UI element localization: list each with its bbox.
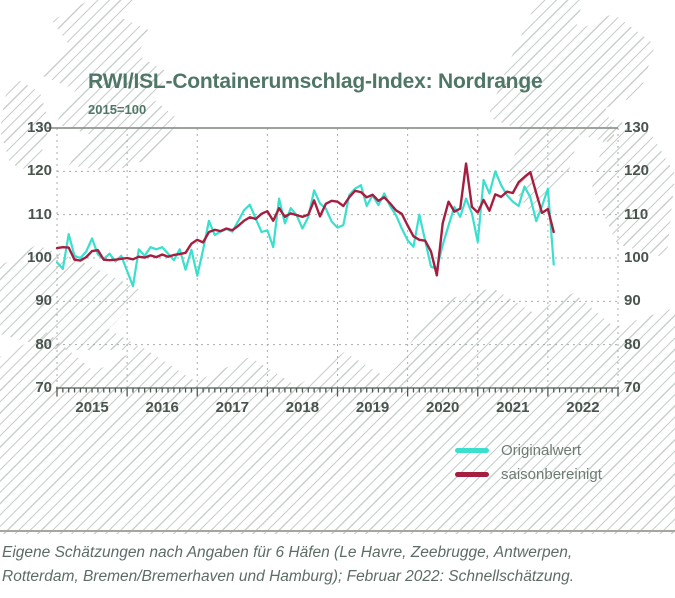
footer-divider (0, 530, 675, 532)
y-tick-label: 80 (35, 335, 52, 353)
y-tick-label: 120 (624, 162, 650, 180)
plot-svg (47, 127, 619, 397)
series-line-saisonbereinigt (55, 162, 555, 277)
legend-item-originalwert: Originalwert (455, 438, 602, 462)
x-year-label: 2021 (496, 399, 530, 416)
x-year-label: 2020 (426, 399, 460, 416)
legend-swatch-0 (455, 447, 489, 453)
x-year-label: 2019 (355, 399, 390, 416)
x-year-label: 2017 (215, 399, 249, 416)
y-tick-label: 70 (624, 379, 641, 396)
y-tick-label: 130 (624, 119, 650, 136)
y-tick-label: 70 (35, 379, 52, 396)
y-tick-label: 110 (27, 205, 52, 223)
x-year-label: 2015 (75, 399, 109, 416)
y-tick-label: 90 (35, 292, 52, 310)
legend-item-saisonbereinigt: saisonbereinigt (455, 462, 602, 486)
y-tick-label: 100 (624, 249, 650, 266)
legend-label: saisonbereinigt (501, 465, 602, 483)
legend-label: Originalwert (501, 441, 582, 459)
chart-subtitle: 2015=100 (88, 102, 147, 117)
y-tick-label: 110 (624, 205, 649, 223)
x-axis-labels: 2015 2016 2017 2018 2019 2020 2021 2022 (0, 399, 675, 419)
x-year-label: 2016 (145, 399, 179, 416)
series-line-originalwert (55, 170, 555, 288)
y-tick-label: 80 (624, 335, 641, 353)
legend: Originalwert saisonbereinigt (455, 438, 602, 486)
x-year-label: 2018 (285, 399, 320, 416)
chart-title: RWI/ISL-Containerumschlag-Index: Nordran… (88, 70, 543, 93)
y-tick-label: 130 (26, 119, 52, 136)
y-tick-label: 100 (26, 249, 52, 266)
x-year-label: 2022 (566, 399, 600, 416)
footer-note: Eigene Schätzungen nach Angaben für 6 Hä… (2, 544, 575, 586)
y-tick-label: 120 (26, 162, 52, 180)
legend-swatch-1 (455, 471, 489, 477)
y-tick-label: 90 (624, 292, 641, 310)
